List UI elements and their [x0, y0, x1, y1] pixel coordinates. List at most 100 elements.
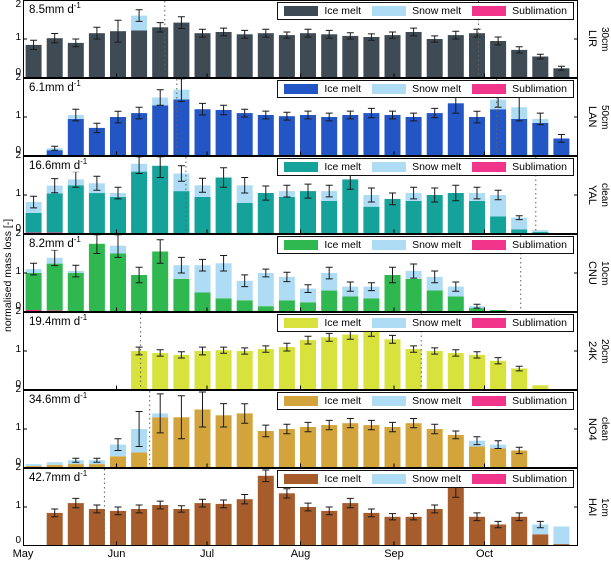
error-bar [367, 187, 375, 203]
bar-ice-melt [25, 212, 42, 233]
melt-rate-label: 8.2mm d-1 [27, 235, 83, 250]
error-bar [262, 28, 270, 38]
melt-rate-exponent: -1 [73, 79, 81, 88]
legend: Ice melt Snow melt Sublimation [277, 2, 574, 20]
bar-ice-melt [384, 115, 401, 156]
error-bar [389, 421, 396, 433]
melt-rate-value: 8.2mm d [29, 237, 74, 250]
x-axis-month-label: Oct [475, 548, 494, 560]
site-depth: 30cm [599, 26, 610, 52]
bar-ice-melt [194, 503, 211, 546]
error-bar [30, 262, 38, 276]
melt-rate-exponent: -1 [73, 235, 81, 244]
legend-entry: Ice melt [284, 239, 361, 251]
site-name: NO4 [586, 417, 598, 441]
error-bar [51, 33, 59, 44]
bar-ice-melt [67, 273, 84, 312]
bar-ice-melt [46, 464, 63, 468]
panel-LAN: 2 1 0 6.1mm d-1 Ice melt Snow melt Sublimation… [0, 73, 611, 156]
bar-ice-melt [363, 37, 380, 78]
legend-label: Snow melt [412, 5, 462, 17]
melt-rate-value: 19.4mm d [29, 315, 81, 328]
bar-ice-melt [236, 351, 253, 390]
error-bar [515, 365, 523, 372]
bar-ice-melt [257, 349, 274, 390]
bar-ice-melt [131, 171, 148, 234]
y-tick-label: 1 [15, 500, 21, 511]
melt-rate-value: 16.6mm d [29, 159, 81, 172]
bar-ice-melt [152, 353, 169, 390]
bar-ice-melt [278, 493, 295, 546]
error-bar [51, 508, 59, 518]
bar-snow-melt [194, 265, 211, 293]
bar-ice-melt [469, 354, 485, 390]
bar-ice-melt [131, 452, 148, 468]
bar-snow-melt [532, 524, 549, 535]
error-bar [156, 239, 164, 264]
error-bar [220, 167, 228, 188]
legend-label: Sublimation [512, 161, 567, 173]
error-bar [135, 346, 143, 356]
error-bar [410, 263, 418, 279]
bar-ice-melt [278, 429, 295, 468]
chart-svg [23, 390, 578, 468]
bar-ice-melt [321, 200, 338, 234]
site-label-HAI: 1cm HAI [580, 468, 610, 546]
bar-ice-melt [447, 35, 464, 78]
bar-ice-melt [131, 351, 148, 390]
bar-ice-melt [363, 206, 380, 234]
site-depth: 20cm [599, 338, 610, 364]
bar-ice-melt [342, 296, 359, 312]
legend-label: Snow melt [412, 239, 462, 251]
bar-ice-melt [194, 292, 211, 312]
error-bar [220, 27, 228, 37]
error-bar [72, 457, 80, 463]
bar-ice-melt [405, 117, 422, 156]
error-bar [156, 393, 164, 434]
bar-snow-melt [532, 230, 549, 233]
error-bar [410, 418, 418, 429]
site-depth: 10cm [599, 260, 610, 286]
bar-ice-melt [215, 298, 232, 312]
bar-ice-melt [363, 331, 380, 390]
bar-ice-melt [405, 423, 422, 468]
error-bar [177, 505, 185, 513]
legend-entry: Sublimation [472, 83, 567, 95]
bar-ice-melt [278, 197, 295, 234]
panel-LIR: 2 1 0 8.5mm d-1 Ice melt Snow melt Sublimation… [0, 0, 611, 78]
error-bar [367, 508, 375, 518]
error-bar [93, 457, 101, 463]
bar-ice-melt [532, 122, 549, 156]
error-bar [304, 28, 312, 38]
bar-ice-melt [152, 27, 169, 78]
legend-entry: Sublimation [472, 317, 567, 329]
plot-area-CNU: 8.2mm d-1 Ice melt Snow melt Sublimation [23, 234, 578, 312]
error-bar [389, 31, 396, 39]
melt-rate-label: 6.1mm d-1 [27, 79, 83, 94]
bar-ice-melt [300, 302, 316, 312]
error-bar [177, 256, 185, 274]
error-bar [304, 335, 312, 345]
site-name: CNU [586, 261, 598, 285]
chart-svg [23, 78, 578, 156]
error-bar [473, 512, 481, 522]
error-bar [262, 185, 270, 201]
melt-rate-value: 42.7mm d [29, 471, 81, 484]
error-bar [389, 192, 396, 206]
bar-ice-melt [88, 243, 105, 312]
legend-entry: Sublimation [472, 239, 567, 251]
error-bar [220, 403, 228, 428]
bar-ice-melt [342, 35, 359, 78]
bar-ice-melt [110, 253, 126, 312]
error-bar [262, 469, 270, 483]
site-depth: 50cm [599, 104, 610, 130]
error-bar [346, 281, 354, 292]
bar-ice-melt [194, 409, 211, 468]
bar-ice-melt [321, 117, 338, 156]
y-tick-label: 2 [15, 462, 21, 473]
bar-snow-melt [257, 273, 274, 307]
bar-ice-melt [511, 516, 528, 546]
panel-frame [23, 390, 578, 468]
error-bar [431, 347, 439, 355]
bar-ice-melt [405, 516, 422, 546]
